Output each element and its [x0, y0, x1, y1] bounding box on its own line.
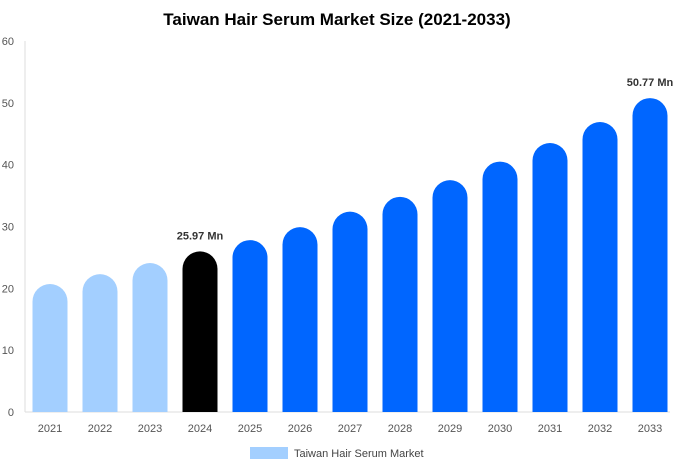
x-tick-label: 2028	[388, 423, 412, 435]
y-tick-label: 30	[2, 222, 14, 234]
chart-title: Taiwan Hair Serum Market Size (2021-2033…	[163, 10, 510, 29]
bar-2021[interactable]	[32, 284, 68, 412]
y-tick-label: 10	[2, 345, 14, 357]
bar-2029[interactable]	[432, 180, 468, 412]
x-tick-label: 2032	[588, 423, 612, 435]
y-tick-label: 0	[8, 407, 14, 419]
x-tick-label: 2021	[38, 423, 62, 435]
x-tick-label: 2031	[538, 423, 562, 435]
bar-2023[interactable]	[132, 262, 168, 412]
bar-2031[interactable]	[532, 143, 568, 412]
bar-2033[interactable]	[632, 98, 668, 412]
bar-2026[interactable]	[282, 227, 318, 412]
x-tick-label: 2024	[188, 423, 212, 435]
bar-2028[interactable]	[382, 196, 418, 412]
y-tick-label: 20	[2, 283, 14, 295]
x-tick-label: 2030	[488, 423, 512, 435]
y-tick-label: 40	[2, 160, 14, 172]
x-tick-label: 2022	[88, 423, 112, 435]
bar-2024[interactable]	[182, 251, 218, 412]
y-tick-label: 60	[2, 36, 14, 48]
x-tick-label: 2027	[338, 423, 362, 435]
x-tick-label: 2026	[288, 423, 312, 435]
bar-2027[interactable]	[332, 211, 368, 412]
data-label: 50.77 Mn	[627, 77, 674, 89]
x-tick-label: 2025	[238, 423, 262, 435]
bar-2022[interactable]	[82, 274, 118, 412]
data-label: 25.97 Mn	[177, 230, 224, 242]
legend-swatch[interactable]	[250, 447, 288, 459]
bar-2030[interactable]	[482, 161, 518, 412]
legend-label[interactable]: Taiwan Hair Serum Market	[294, 448, 424, 460]
x-tick-label: 2029	[438, 423, 462, 435]
y-tick-label: 50	[2, 98, 14, 110]
bar-2032[interactable]	[582, 122, 618, 413]
x-tick-label: 2033	[638, 423, 662, 435]
bar-2025[interactable]	[232, 240, 268, 412]
x-tick-label: 2023	[138, 423, 162, 435]
